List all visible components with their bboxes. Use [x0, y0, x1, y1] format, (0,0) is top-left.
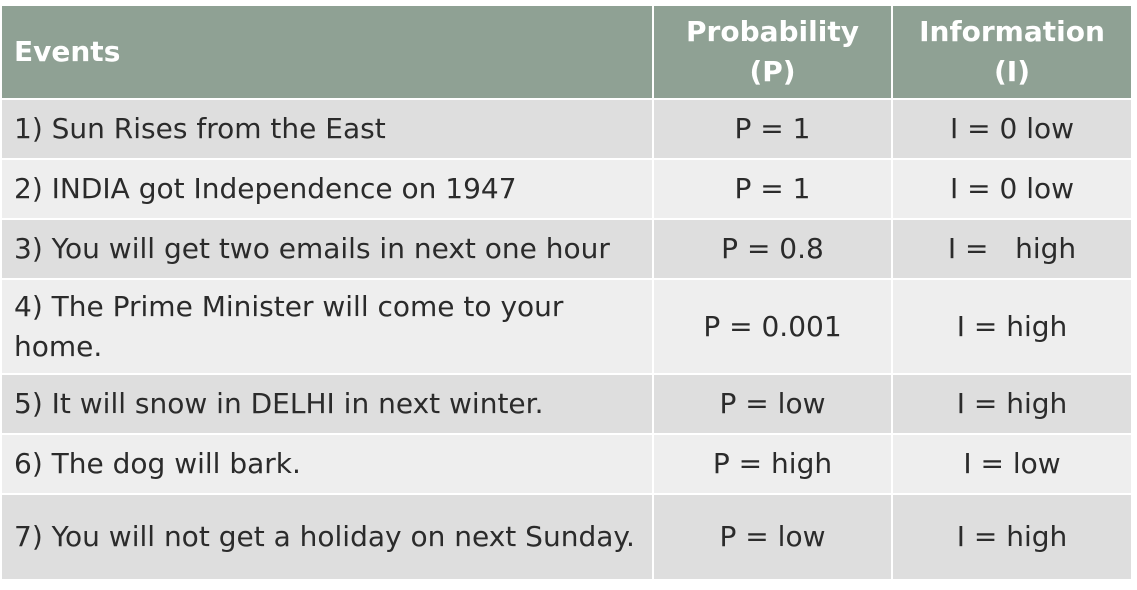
event-cell: 5) It will snow in DELHI in next winter.: [0, 373, 654, 435]
information-cell: I = 0 low: [891, 98, 1133, 160]
event-cell: 1) Sun Rises from the East: [0, 98, 654, 160]
probability-cell: P = 0.8: [652, 218, 893, 280]
table-row: 6) The dog will bark. P = high I = low: [0, 433, 1133, 495]
events-table: Events Probability (P) Information (I) 1…: [0, 4, 1133, 581]
table-row: 3) You will get two emails in next one h…: [0, 218, 1133, 280]
probability-cell: P = 1: [652, 158, 893, 220]
table-row: 5) It will snow in DELHI in next winter.…: [0, 373, 1133, 435]
header-events: Events: [0, 4, 654, 100]
probability-cell: P = low: [652, 493, 893, 581]
table-row: 4) The Prime Minister will come to your …: [0, 278, 1133, 375]
header-information: Information (I): [891, 4, 1133, 100]
information-cell: I = high: [891, 218, 1133, 280]
event-cell: 7) You will not get a holiday on next Su…: [0, 493, 654, 581]
probability-cell: P = 1: [652, 98, 893, 160]
probability-cell: P = low: [652, 373, 893, 435]
information-cell: I = high: [891, 278, 1133, 375]
event-cell: 2) INDIA got Independence on 1947: [0, 158, 654, 220]
table-row: 1) Sun Rises from the East P = 1 I = 0 l…: [0, 98, 1133, 160]
information-cell: I = high: [891, 493, 1133, 581]
probability-cell: P = 0.001: [652, 278, 893, 375]
information-cell: I = 0 low: [891, 158, 1133, 220]
header-probability: Probability (P): [652, 4, 893, 100]
event-cell: 6) The dog will bark.: [0, 433, 654, 495]
table-row: 7) You will not get a holiday on next Su…: [0, 493, 1133, 581]
event-cell: 3) You will get two emails in next one h…: [0, 218, 654, 280]
information-cell: I = low: [891, 433, 1133, 495]
probability-cell: P = high: [652, 433, 893, 495]
table-row: 2) INDIA got Independence on 1947 P = 1 …: [0, 158, 1133, 220]
header-row: Events Probability (P) Information (I): [0, 4, 1133, 100]
information-cell: I = high: [891, 373, 1133, 435]
event-cell: 4) The Prime Minister will come to your …: [0, 278, 654, 375]
